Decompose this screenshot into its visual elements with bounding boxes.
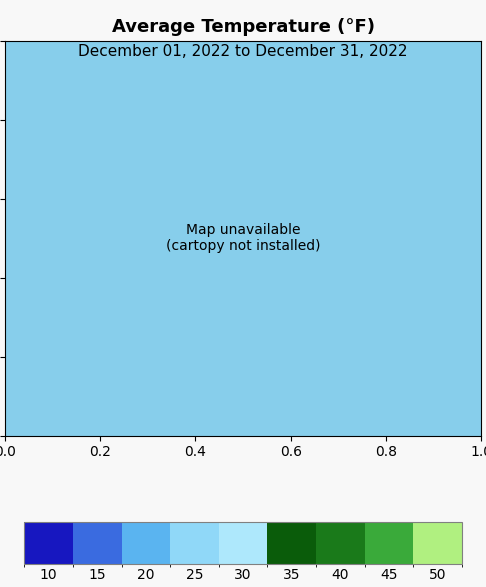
Text: Map unavailable
(cartopy not installed): Map unavailable (cartopy not installed)	[166, 223, 320, 254]
Text: December 01, 2022 to December 31, 2022: December 01, 2022 to December 31, 2022	[78, 44, 408, 59]
Text: Average Temperature (°F): Average Temperature (°F)	[111, 18, 375, 36]
